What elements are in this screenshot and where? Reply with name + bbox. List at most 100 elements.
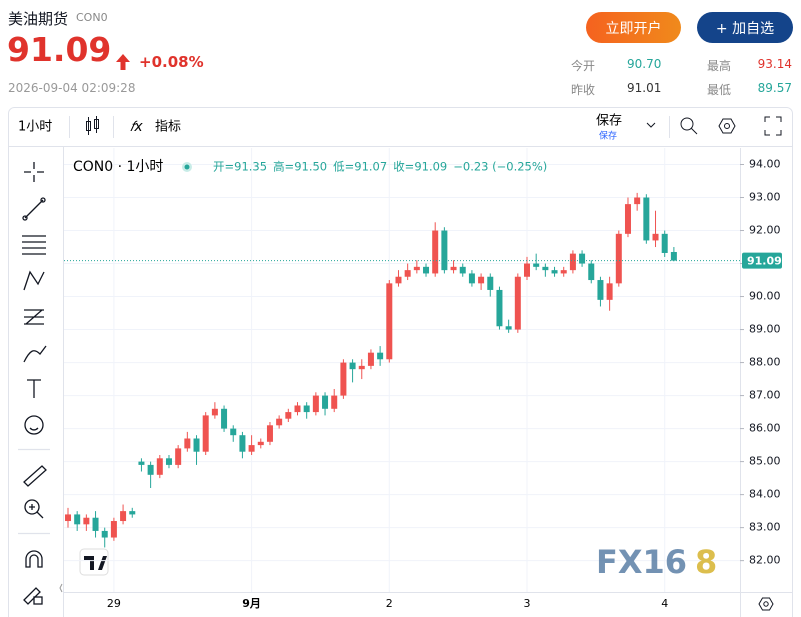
candle-body: [413, 266, 420, 271]
candle-body: [496, 289, 503, 327]
ohlc-value: −0.23 (−0.25%): [453, 160, 547, 174]
y-tick-label: 94.00: [749, 158, 781, 171]
candle-body: [634, 197, 641, 205]
fib-tool[interactable]: [22, 235, 46, 255]
candle-body: [597, 280, 604, 300]
candle-body: [404, 270, 411, 277]
candle-body: [579, 253, 586, 264]
x-tick-label: 2: [386, 597, 393, 610]
tv-logo: [79, 548, 109, 576]
save-button[interactable]: 保存: [596, 114, 622, 129]
status-dot-inner: [184, 164, 190, 170]
ohlc-value: 开=91.35: [213, 160, 267, 174]
fx-icon[interactable]: 𝑓x: [130, 119, 143, 135]
line-tool[interactable]: [24, 199, 44, 219]
candle-body: [285, 412, 292, 419]
pattern-tool[interactable]: [23, 270, 45, 291]
candle-body: [248, 445, 255, 452]
candle-body: [129, 511, 136, 515]
candle-body: [257, 441, 264, 446]
candle-body: [377, 352, 384, 360]
forecast-tool[interactable]: [24, 309, 44, 325]
candle-body: [340, 362, 347, 396]
candle-body: [661, 233, 668, 253]
lock-tool[interactable]: [23, 587, 41, 605]
candle-body: [395, 276, 402, 284]
candle-body: [65, 514, 71, 522]
change: +0.08%: [139, 53, 204, 71]
candle-body: [138, 461, 145, 465]
ohlc-value: 低=91.07: [333, 160, 387, 174]
candle-body: [276, 418, 283, 426]
candle-body: [312, 395, 319, 413]
x-tick-label: 3: [524, 597, 531, 610]
axis-settings-center: [763, 601, 769, 607]
alert-icon[interactable]: [680, 117, 698, 135]
settings-icon-center: [724, 123, 730, 129]
open-account-button[interactable]: 立即开户: [586, 12, 681, 43]
interval[interactable]: 1小时: [18, 120, 52, 135]
ruler-tool[interactable]: [23, 465, 47, 487]
emoji-tool[interactable]: [24, 415, 44, 435]
zoom-tool[interactable]: [24, 499, 40, 515]
stat-value: 90.70: [627, 57, 662, 71]
candle-body: [542, 266, 549, 271]
y-tick-label: 93.00: [749, 191, 781, 204]
collapse-toggle[interactable]: [59, 583, 63, 593]
candle-body: [367, 352, 374, 366]
candle-body: [588, 263, 595, 281]
y-tick-label: 85.00: [749, 455, 781, 468]
candle-body: [468, 273, 475, 284]
candle-body: [624, 204, 631, 234]
brush-tool[interactable]: [23, 345, 47, 363]
fullscreen-icon[interactable]: [764, 116, 782, 136]
candle-body: [184, 438, 191, 449]
watermark: FX16: [596, 543, 687, 581]
candle-body: [202, 415, 209, 452]
candle-body: [147, 464, 154, 475]
candle-body: [560, 270, 567, 274]
crosshair-tool[interactable]: [24, 162, 44, 182]
candle-body: [230, 428, 237, 436]
candle-body: [266, 425, 273, 442]
candle-body: [74, 514, 81, 525]
magnet-tool[interactable]: [25, 550, 43, 568]
timestamp: 2026-09-04 02:09:28: [8, 81, 136, 95]
drawing-tools: [18, 162, 50, 605]
candle-body: [441, 230, 448, 271]
lock-icon: [33, 596, 43, 605]
candle-body: [670, 251, 677, 261]
y-tick-label: 86.00: [749, 422, 781, 435]
text-tool[interactable]: [27, 379, 41, 398]
stat-label: 今开: [571, 59, 596, 73]
x-tick-label: 29: [107, 597, 121, 610]
candle-body: [615, 233, 622, 284]
y-tick-label: 90.00: [749, 290, 781, 303]
candle-body: [211, 408, 218, 416]
chevron[interactable]: [646, 122, 656, 128]
settings-icon[interactable]: [718, 118, 736, 134]
y-tick-label: 82.00: [749, 554, 781, 567]
candle-body: [524, 263, 530, 277]
line-tool-point: [22, 215, 28, 221]
last-price-label: 91.09: [747, 255, 782, 268]
candle-type-icon[interactable]: [86, 116, 99, 135]
candle-body: [83, 517, 90, 525]
axis-settings-icon[interactable]: [758, 597, 774, 611]
save-status: 保存: [599, 130, 617, 142]
stat-label: 昨收: [571, 83, 596, 97]
candle-body: [459, 266, 466, 274]
zoom-tool-detail: [29, 504, 44, 519]
last-price-box: [742, 252, 782, 269]
add-watchlist-button[interactable]: + 加自选: [697, 12, 793, 43]
indicator-button[interactable]: 指标: [155, 120, 181, 135]
candle-body: [193, 438, 200, 452]
candle-body: [478, 276, 485, 284]
ohlc-value: 收=91.09: [393, 160, 447, 174]
candle-body: [303, 405, 310, 413]
watermark: 8: [695, 543, 717, 581]
x-tick-label: 9月: [242, 597, 261, 610]
candle-body: [358, 365, 365, 370]
